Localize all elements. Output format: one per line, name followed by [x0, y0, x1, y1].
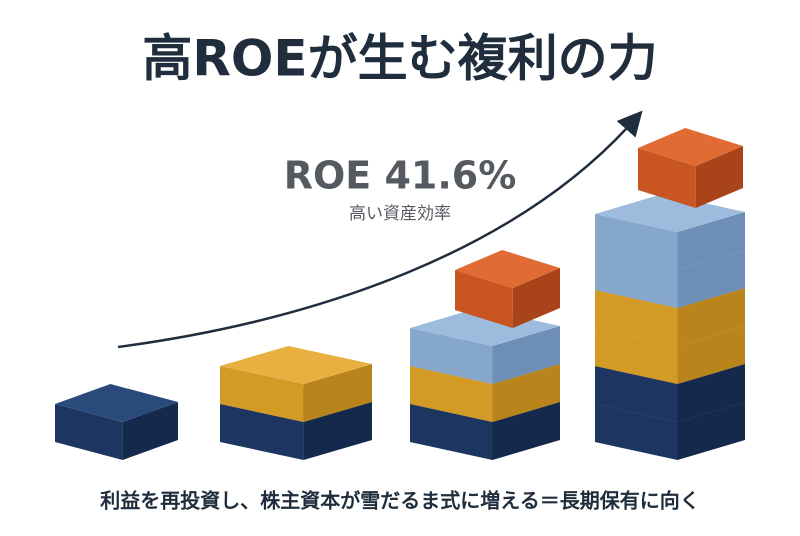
block-face: [677, 288, 745, 346]
caption: 利益を再投資し、株主資本が雪だるま式に増える＝長期保有に向く: [100, 489, 699, 513]
block-face: [455, 270, 513, 328]
block-face: [410, 404, 493, 460]
block-face: [410, 328, 493, 384]
block-face: [595, 366, 678, 422]
block-face: [695, 146, 743, 208]
blocks: [55, 128, 745, 460]
block-face: [220, 346, 372, 384]
block-face: [595, 194, 745, 232]
block-face: [492, 326, 560, 384]
annotation-sublabel: 高い資産効率: [349, 204, 451, 224]
growth-arrow: [117, 110, 643, 349]
block-face: [55, 404, 123, 460]
block-face: [638, 128, 743, 166]
block-face: [455, 250, 560, 288]
block-face: [677, 212, 745, 270]
block-face: [220, 366, 304, 422]
block-face: [677, 250, 745, 308]
block-face: [638, 148, 696, 208]
block-face: [303, 402, 372, 460]
block-face: [122, 402, 178, 460]
block-face: [220, 404, 304, 460]
block-face: [677, 402, 745, 460]
block-face: [677, 326, 745, 384]
block-face: [595, 328, 678, 384]
block-face: [303, 364, 372, 422]
block-face: [492, 364, 560, 422]
annotation-label: ROE 41.6%: [284, 154, 517, 198]
block-face: [410, 366, 493, 422]
block-face: [595, 252, 678, 308]
block-face: [595, 404, 678, 460]
block-face: [410, 308, 560, 346]
block-face: [55, 384, 178, 422]
block-face: [595, 214, 678, 270]
block-face: [492, 402, 560, 460]
block-face: [677, 364, 745, 422]
block-face: [595, 290, 678, 346]
title: 高ROEが生む複利の力: [142, 30, 657, 88]
